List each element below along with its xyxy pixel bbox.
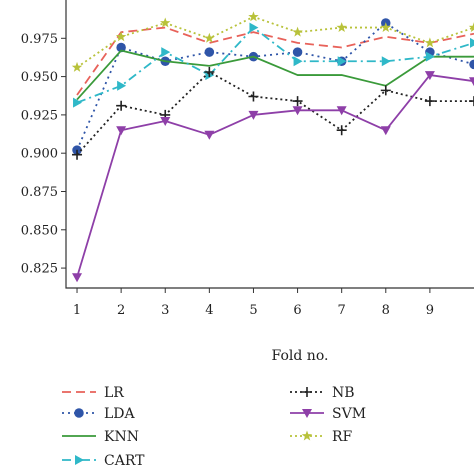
data-point-lda [292,47,303,57]
data-point-lda [469,59,474,70]
legend-entry-lr: LR [62,385,124,401]
legend-label-lda: LDA [104,406,136,422]
series-line-svm [76,74,474,278]
legend-entry-nb: NB [290,385,355,401]
y-tick-label: 0.975 [21,32,58,47]
data-point-nb [72,149,83,160]
data-point-svm [72,273,83,283]
data-point-rf [115,31,127,42]
series-line-nb [76,71,474,156]
y-tick-label: 0.875 [21,185,58,200]
data-point-cart [293,56,303,67]
x-tick-label: 2 [117,303,125,318]
x-tick-label: 3 [161,303,169,318]
data-point-svm [292,106,303,116]
data-point-cart [425,51,435,62]
legend-label-svm: SVM [332,406,366,422]
data-point-svm [160,117,171,127]
x-tick-label: 5 [249,303,257,318]
legend-label-lr: LR [104,385,124,401]
data-point-nb [469,96,474,107]
data-point-cart [117,80,127,91]
x-tick-label: 9 [426,303,434,318]
series-line-knn [76,49,474,101]
data-point-rf [424,37,436,48]
data-point-svm [469,77,474,87]
data-point-lda [204,47,215,57]
legend-label-knn: KNN [104,429,139,445]
legend-entry-svm: SVM [290,406,366,422]
legend-entry-lda: LDA [62,406,136,422]
x-tick-label: 1 [73,303,81,318]
x-tick-label: 4 [205,303,213,318]
data-point-rf [380,22,392,33]
y-tick-label: 0.950 [21,70,58,85]
data-point-cart [249,22,259,33]
data-point-cart [161,47,171,58]
legend-marker-nb [302,387,312,397]
data-point-svm [380,126,391,136]
data-point-rf [248,11,259,22]
data-point-rf [468,22,474,33]
data-point-nb [424,96,435,107]
legend-marker-svm [302,409,312,418]
legend-label-rf: RF [332,429,353,445]
y-tick-label: 0.825 [21,262,58,277]
series-line-cart [76,26,474,104]
data-point-cart [470,37,474,48]
axis-lines [65,0,474,289]
data-point-cart [337,56,347,67]
series-line-rf [76,15,474,69]
data-point-svm [204,130,215,140]
tick-labels: 0.825 0.850 0.875 0.900 0.925 0.950 0.975 1 2 3 4 5… [21,32,434,318]
x-axis-label: Fold no. [272,348,329,364]
data-point-nb [336,125,347,136]
legend-entry-cart: CART [62,453,145,469]
data-point-rf [71,61,83,72]
data-point-rf [292,26,303,37]
data-point-nb [116,100,127,111]
data-point-nb [380,85,391,96]
series-line-lda [76,22,474,151]
x-tick-label: 7 [338,303,346,318]
plot-area [71,11,474,283]
data-point-rf [204,32,215,43]
legend: LR LDA KNN CART NB SVM RF [62,385,366,469]
data-point-cart [73,97,83,108]
x-tick-label: 8 [382,303,390,318]
legend-marker-lda [74,408,84,418]
data-point-rf [160,17,171,28]
x-tick-label: 6 [293,303,301,318]
y-tick-label: 0.900 [21,147,58,162]
data-point-lda [116,42,126,53]
legend-entry-rf: RF [290,429,353,445]
axes [61,0,474,293]
data-point-svm [116,126,127,136]
data-point-cart [381,56,391,67]
y-tick-label: 0.925 [21,108,58,123]
legend-label-nb: NB [332,385,355,401]
data-point-rf [336,22,347,33]
legend-entry-knn: KNN [62,429,139,445]
legend-marker-cart [75,455,84,465]
data-point-svm [424,71,435,81]
data-point-nb [292,96,303,107]
data-point-nb [204,67,215,77]
legend-label-cart: CART [104,453,145,469]
legend-marker-rf [301,430,313,441]
data-point-svm [248,110,259,120]
data-point-nb [248,91,259,102]
y-tick-label: 0.850 [21,223,58,238]
data-point-svm [336,106,347,116]
